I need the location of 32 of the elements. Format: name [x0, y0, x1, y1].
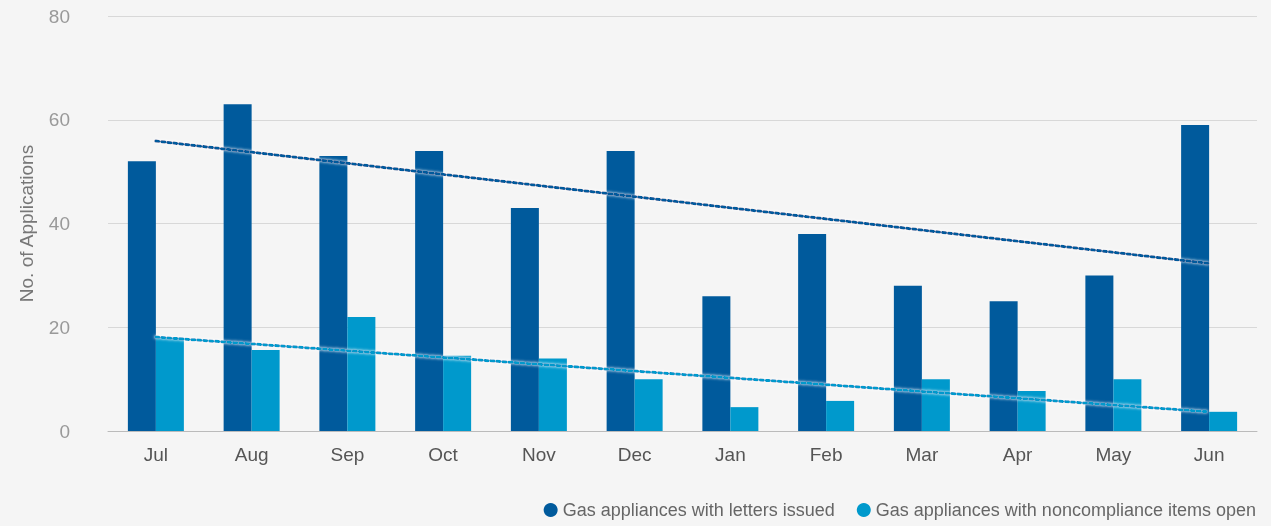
- x-tick-label: Jan: [715, 444, 746, 465]
- x-tick-label: Jun: [1193, 444, 1225, 465]
- x-tick-label: Aug: [234, 444, 269, 465]
- bar: [730, 407, 759, 431]
- y-tick-label: 0: [59, 420, 70, 442]
- bar: [634, 379, 663, 431]
- x-tick-label: Mar: [905, 444, 939, 465]
- legend-label: Gas appliances with noncompliance items open: [875, 500, 1256, 520]
- bar: [893, 285, 922, 431]
- bar: [826, 400, 855, 431]
- x-tick-label: Dec: [617, 444, 652, 465]
- legend-label: Gas appliances with letters issued: [562, 500, 835, 520]
- bar: [702, 296, 731, 431]
- x-tick-label: Nov: [521, 444, 557, 465]
- bar: [798, 233, 827, 431]
- x-tick-label: Apr: [1002, 444, 1034, 465]
- y-tick-label: 80: [48, 5, 70, 27]
- bar: [510, 207, 539, 431]
- y-axis-title: No. of Applications: [16, 144, 37, 303]
- x-tick-label: Oct: [428, 444, 459, 465]
- y-tick-label: 40: [48, 213, 70, 234]
- bar: [1209, 411, 1238, 431]
- x-tick-label: Feb: [809, 444, 843, 465]
- bar: [127, 161, 156, 431]
- x-tick-label: May: [1095, 444, 1132, 465]
- x-tick-label: Sep: [330, 444, 365, 465]
- x-tick-label: Jul: [143, 444, 169, 465]
- y-tick-label: 60: [48, 109, 70, 131]
- bar: [1085, 275, 1114, 431]
- bar: [989, 301, 1018, 431]
- y-tick-label: 20: [48, 316, 70, 338]
- bar: [251, 350, 280, 431]
